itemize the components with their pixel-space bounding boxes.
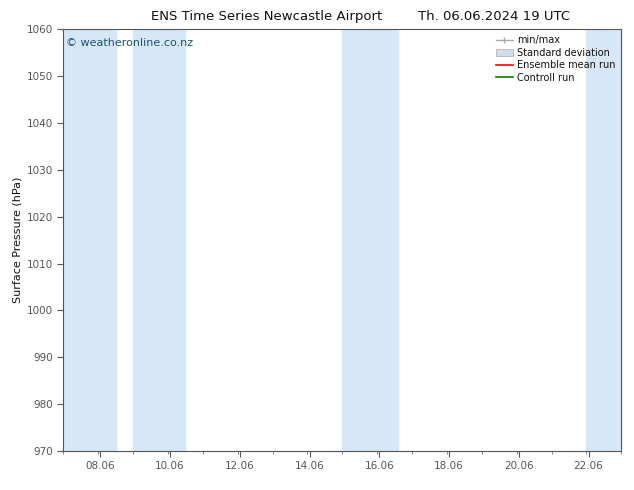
- Text: Th. 06.06.2024 19 UTC: Th. 06.06.2024 19 UTC: [418, 10, 571, 23]
- Bar: [63, 29, 115, 451]
- Text: ENS Time Series Newcastle Airport: ENS Time Series Newcastle Airport: [151, 10, 382, 23]
- Bar: [342, 29, 398, 451]
- Legend: min/max, Standard deviation, Ensemble mean run, Controll run: min/max, Standard deviation, Ensemble me…: [493, 32, 618, 85]
- Text: © weatheronline.co.nz: © weatheronline.co.nz: [66, 38, 193, 48]
- Y-axis label: Surface Pressure (hPa): Surface Pressure (hPa): [13, 177, 23, 303]
- Bar: [133, 29, 185, 451]
- Bar: [586, 29, 621, 451]
